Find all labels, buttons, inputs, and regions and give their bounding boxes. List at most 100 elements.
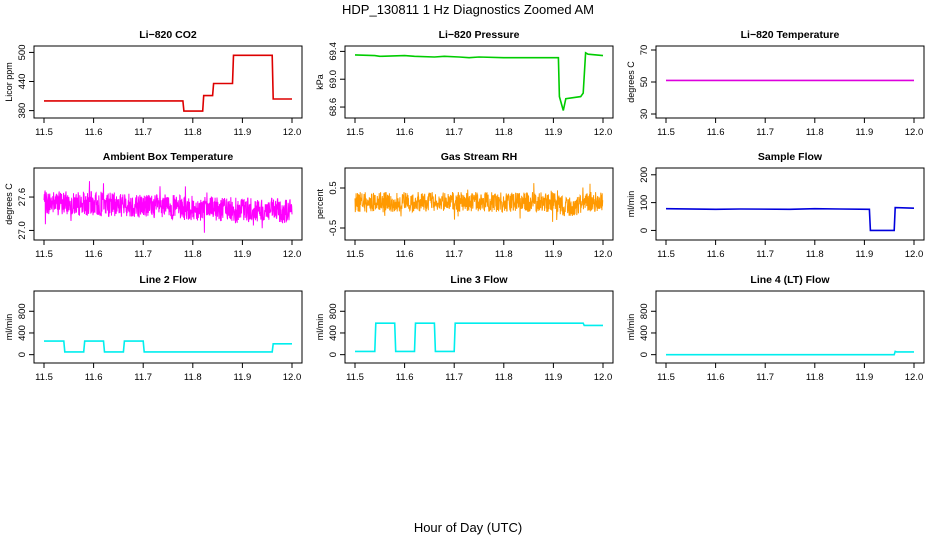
panel-title: Gas Stream RH [441,151,517,163]
y-tick-label: 400 [639,325,650,341]
panel-title: Li−820 Temperature [741,29,840,41]
y-tick-label: 70 [639,45,650,56]
panel-title: Ambient Box Temperature [103,151,234,163]
x-tick-label: 11.8 [495,372,513,383]
y-tick-label: 440 [17,74,28,90]
y-tick-label: 400 [328,325,339,341]
x-tick-label: 11.8 [806,372,824,383]
chart-panel: Li−820 Temperature degrees C 11.5 11.6 11.7 1… [626,29,925,138]
data-series-line [354,183,604,222]
y-tick-label: 68.6 [328,98,339,117]
y-tick-label: 400 [17,325,28,341]
y-axis-label: ml/min [626,191,636,218]
y-tick-label: 69.0 [328,70,339,89]
data-series-line [665,206,915,232]
x-tick-label: 11.5 [35,372,53,383]
x-tick-label: 11.9 [856,372,874,383]
plot-frame [33,45,303,119]
x-tick-label: 11.8 [495,249,513,260]
x-tick-label: 11.8 [184,249,202,260]
plot-frame [655,167,925,241]
x-tick-label: 11.8 [184,372,202,383]
x-tick-label: 11.6 [396,249,414,260]
plot-frame [344,167,614,241]
y-tick-label: 27.6 [17,188,28,207]
panel-title: Sample Flow [758,151,823,163]
chart-panel: Li−820 Pressure kPa 11.5 11.6 11.7 11.8 11.9 12… [315,29,614,138]
figure-title: HDP_130811 1 Hz Diagnostics Zoomed AM [342,2,594,17]
y-axis-label: ml/min [315,314,325,341]
plot-frame [344,290,614,364]
x-tick-label: 11.6 [396,372,414,383]
x-tick-label: 11.7 [756,249,774,260]
chart-panel: Line 3 Flow ml/min 11.5 11.6 11.7 11.8 11.9 12.… [315,274,614,383]
y-tick-label: 500 [17,44,28,60]
x-tick-label: 11.8 [184,127,202,138]
chart-panel: Li−820 CO2 Licor ppm 11.5 11.6 11.7 11.8 11.9 1… [4,29,303,138]
panel-title: Li−820 CO2 [139,29,197,41]
x-tick-label: 11.6 [396,127,414,138]
y-tick-label: 800 [17,303,28,319]
y-axis-label: degrees C [626,61,636,103]
x-tick-label: 11.8 [806,249,824,260]
x-tick-label: 11.7 [445,372,463,383]
data-series-line [355,322,603,353]
y-tick-label: 0 [17,352,28,357]
x-tick-label: 11.6 [85,249,103,260]
y-tick-label: 27.0 [17,221,28,240]
panel-title: Line 4 (LT) Flow [750,274,830,286]
y-tick-label: 0.5 [328,181,339,194]
x-tick-label: 11.7 [134,249,152,260]
x-tick-label: 11.5 [346,372,364,383]
chart-panel: Line 4 (LT) Flow ml/min 11.5 11.6 11.7 11.8 11… [626,274,925,383]
y-tick-label: 100 [639,195,650,211]
y-axis-label: kPa [315,74,325,90]
x-tick-label: 12.0 [283,127,302,138]
x-tick-label: 11.5 [657,249,675,260]
x-tick-label: 11.9 [234,249,252,260]
x-tick-label: 11.7 [134,127,152,138]
x-tick-label: 12.0 [594,127,613,138]
panel-title: Line 2 Flow [139,274,197,286]
x-tick-label: 11.6 [85,127,103,138]
x-tick-label: 12.0 [283,372,302,383]
x-tick-label: 11.6 [707,372,725,383]
y-tick-label: 0 [328,352,339,357]
y-axis-label: percent [315,188,325,219]
chart-panel: Ambient Box Temperature degrees C 11.5 11.6… [4,151,303,260]
panel-title: Li−820 Pressure [439,29,520,41]
x-tick-label: 11.8 [806,127,824,138]
figure-xlabel: Hour of Day (UTC) [414,520,522,535]
chart-panel: Gas Stream RH percent 11.5 11.6 11.7 11.8 11.9… [315,151,614,260]
x-tick-label: 11.9 [234,127,252,138]
plot-frame [655,290,925,364]
x-tick-label: 11.7 [756,127,774,138]
x-tick-label: 11.5 [346,127,364,138]
x-tick-label: 11.9 [856,127,874,138]
y-tick-label: 380 [17,103,28,119]
x-tick-label: 12.0 [283,249,302,260]
y-tick-label: 50 [639,77,650,88]
plot-frame [655,45,925,119]
y-axis-label: degrees C [4,183,14,225]
x-tick-label: 11.5 [657,372,675,383]
y-tick-label: 30 [639,109,650,120]
x-tick-label: 11.5 [657,127,675,138]
panel-title: Line 3 Flow [450,274,508,286]
x-tick-label: 11.5 [35,249,53,260]
data-series-line [44,340,292,353]
x-tick-label: 12.0 [594,249,613,260]
x-tick-label: 11.9 [545,372,563,383]
y-tick-label: 0 [639,228,650,233]
x-tick-label: 11.6 [707,249,725,260]
data-series-line [44,54,292,112]
x-tick-label: 11.5 [35,127,53,138]
y-axis-label: Licor ppm [4,62,14,102]
plot-frame [344,45,614,119]
x-tick-label: 11.8 [495,127,513,138]
y-tick-label: 800 [328,303,339,319]
y-tick-label: 69.4 [328,42,339,61]
data-series-line [354,51,604,111]
x-tick-label: 11.7 [445,249,463,260]
